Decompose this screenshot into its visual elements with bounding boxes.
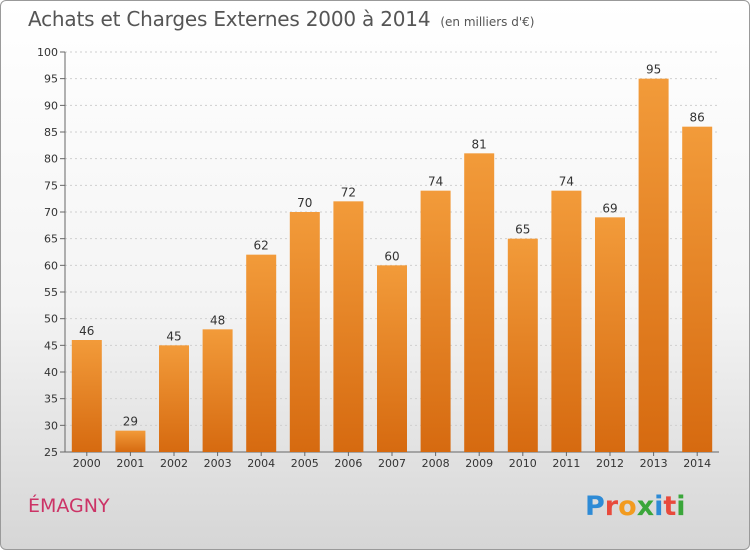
logo-letter: i xyxy=(654,491,664,522)
value-label: 74 xyxy=(428,175,443,189)
x-tick-label: 2012 xyxy=(596,457,624,470)
y-tick-label: 95 xyxy=(44,73,58,86)
logo-letter: x xyxy=(636,491,655,522)
value-label: 69 xyxy=(602,201,617,215)
bar-2008 xyxy=(420,190,451,452)
y-tick-label: 40 xyxy=(44,366,58,379)
y-tick-label: 85 xyxy=(44,126,58,139)
y-tick-label: 55 xyxy=(44,286,58,299)
x-tick-label: 2007 xyxy=(378,457,406,470)
x-tick-label: 2002 xyxy=(160,457,188,470)
x-tick-label: 2005 xyxy=(291,457,319,470)
logo-letter: t xyxy=(663,491,677,522)
y-tick-label: 80 xyxy=(44,153,58,166)
value-label: 60 xyxy=(384,249,399,263)
bar-layer xyxy=(71,78,713,453)
bar-2002 xyxy=(159,345,189,452)
y-tick-label: 50 xyxy=(44,313,58,326)
y-tick-label: 25 xyxy=(44,446,58,459)
y-tick-label: 70 xyxy=(44,206,58,219)
value-label: 95 xyxy=(646,63,661,77)
y-tick-label: 65 xyxy=(44,233,58,246)
value-label: 29 xyxy=(123,415,138,429)
y-tick-label: 45 xyxy=(44,339,58,352)
x-tick-label: 2010 xyxy=(509,457,537,470)
bar-2011 xyxy=(551,190,582,452)
chart-unit: (en milliers d'€) xyxy=(440,15,535,29)
value-label: 86 xyxy=(690,111,705,125)
value-label: 65 xyxy=(515,223,530,237)
place-name: ÉMAGNY xyxy=(28,495,110,517)
y-tick-label: 90 xyxy=(44,99,58,112)
bar-2014 xyxy=(682,126,713,453)
bar-2000 xyxy=(71,340,102,452)
x-tick-label: 2004 xyxy=(247,457,275,470)
bar-2001 xyxy=(115,430,146,452)
x-tick-label: 2011 xyxy=(552,457,580,470)
x-tick-label: 2003 xyxy=(204,457,232,470)
logo-letter: r xyxy=(604,491,619,522)
x-tick-label: 2000 xyxy=(73,457,101,470)
y-tick-label: 30 xyxy=(44,419,58,432)
bar-2005 xyxy=(289,212,320,452)
proxiti-logo: Proxiti xyxy=(585,491,686,522)
chart-title: Achats et Charges Externes 2000 à 2014 xyxy=(28,7,431,31)
bar-2004 xyxy=(246,254,277,452)
y-tick-label: 35 xyxy=(44,393,58,406)
logo-letter: o xyxy=(618,491,637,522)
bar-2010 xyxy=(507,238,538,452)
bar-2013 xyxy=(638,78,669,453)
value-label: 72 xyxy=(341,185,356,199)
bar-2006 xyxy=(333,201,364,452)
value-label: 46 xyxy=(79,324,94,338)
y-tick-label: 60 xyxy=(44,259,58,272)
value-label: 45 xyxy=(166,329,181,343)
value-label: 74 xyxy=(559,175,574,189)
value-label: 48 xyxy=(210,313,225,327)
value-label: 81 xyxy=(472,137,487,151)
value-label: 62 xyxy=(254,239,269,253)
y-tick-label: 100 xyxy=(37,46,58,59)
bar-2007 xyxy=(377,265,407,452)
label-layer: 46 29 45 48 62 70 72 60 74 81 65 74 69 95 86 xyxy=(79,63,705,429)
x-tick-label: 2001 xyxy=(116,457,144,470)
x-tick-label: 2013 xyxy=(640,457,668,470)
bar-2003 xyxy=(202,329,233,452)
logo-letter: P xyxy=(585,491,605,522)
y-tick-label: 75 xyxy=(44,179,58,192)
bar-2012 xyxy=(595,217,625,452)
value-label: 70 xyxy=(297,196,312,210)
bar-2009 xyxy=(464,153,495,453)
x-tick-label: 2009 xyxy=(465,457,493,470)
x-tick-label: 2008 xyxy=(422,457,450,470)
x-tick-label: 2006 xyxy=(334,457,362,470)
x-tick-label: 2014 xyxy=(683,457,711,470)
logo-letter: i xyxy=(676,491,686,522)
title-row: Achats et Charges Externes 2000 à 2014 (e… xyxy=(28,7,534,31)
